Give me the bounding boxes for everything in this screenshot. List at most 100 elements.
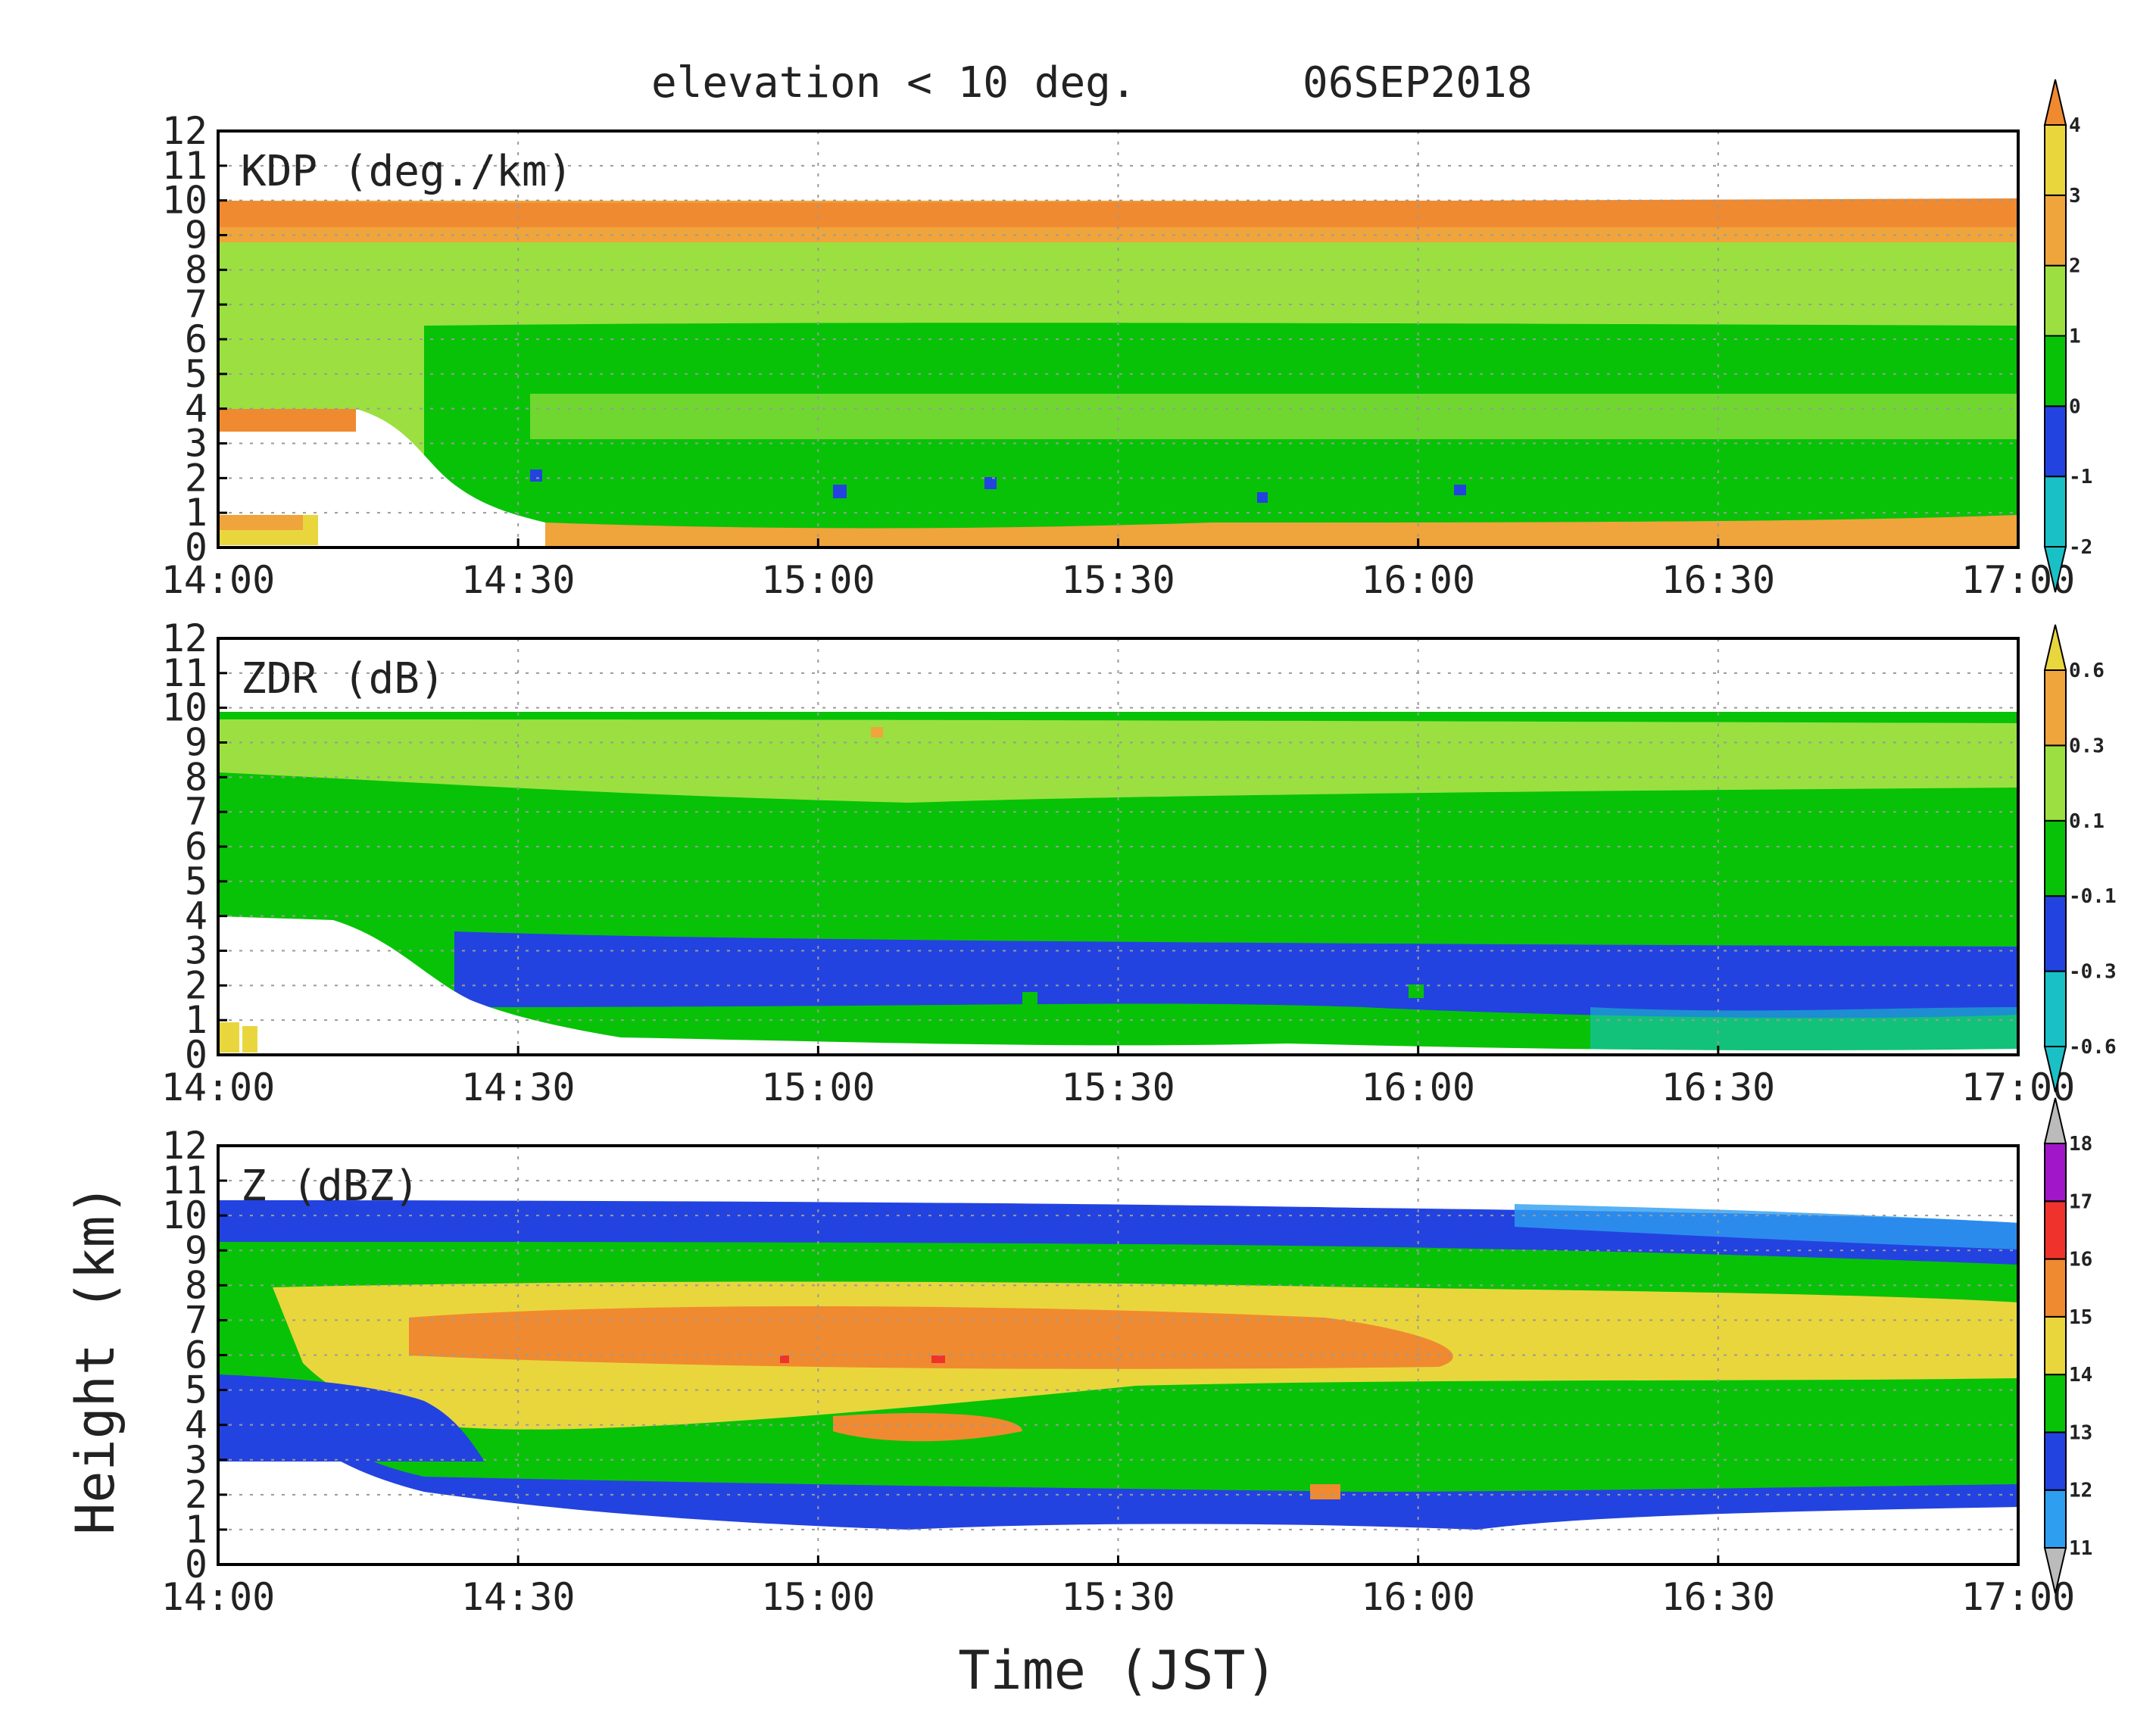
panel-kdp: 14:00 14:30 15:00 15:30 16:00 16:30 17:0001234…: [161, 79, 2092, 602]
y-tick-label: 1: [185, 491, 207, 535]
colorbar-tick-label: -0.3: [2069, 961, 2117, 984]
colorbar-segment: [2044, 1431, 2067, 1491]
y-tick-label: 3: [185, 1438, 207, 1482]
kdp-colorbar: -2 -1 0 1 2 3 4: [2043, 79, 2092, 593]
colorbar-tick-label: -0.1: [2069, 885, 2117, 908]
y-tick-label: 1: [185, 998, 207, 1042]
x-tick-label: 15:30: [1061, 1065, 1175, 1109]
y-tick-label: 8: [185, 1263, 207, 1307]
y-tick-label: 7: [185, 282, 207, 326]
y-tick-label: 6: [185, 1334, 207, 1377]
y-tick-label: 0: [185, 526, 207, 569]
colorbar-tick-label: -1: [2069, 466, 2092, 488]
x-tick-label: 16:30: [1661, 558, 1776, 602]
colorbar-tick-label: 12: [2069, 1480, 2092, 1502]
y-tick-label: 10: [162, 1193, 207, 1237]
colorbar-segment: [2044, 194, 2067, 267]
colorbar-tick-label: 15: [2069, 1306, 2092, 1329]
y-tick-label: 4: [185, 387, 207, 431]
x-axis-label: Time (JST): [958, 1639, 1277, 1702]
y-tick-label: 10: [162, 686, 207, 730]
y-tick-label: 2: [185, 456, 207, 500]
y-tick-label: 12: [162, 109, 207, 153]
x-tick-label: 14:00: [161, 1065, 276, 1109]
x-tick-label: 15:00: [761, 1065, 875, 1109]
x-tick-label: 15:00: [761, 558, 875, 602]
y-tick-label: 0: [185, 1033, 207, 1077]
colorbar-segment: [2044, 1374, 2067, 1433]
y-tick-label: 6: [185, 825, 207, 869]
panel-z: 14:00 14:30 15:00 15:30 16:00 16:30 17:0001234…: [161, 1097, 2092, 1619]
z-heatmap: [218, 1146, 2018, 1564]
colorbar-segment: [2044, 264, 2067, 337]
colorbar-segment: [2044, 476, 2067, 548]
x-tick-label: 15:30: [1061, 558, 1175, 602]
zdr-title: ZDR (dB): [241, 654, 445, 703]
colorbar-segment: [2044, 335, 2067, 407]
colorbar-tick-label: -2: [2069, 536, 2092, 559]
x-tick-label: 16:00: [1361, 1575, 1475, 1619]
colorbar-tick-label: -0.6: [2069, 1036, 2117, 1059]
colorbar-tick-label: 2: [2069, 255, 2081, 278]
y-tick-label: 11: [162, 1159, 207, 1203]
y-tick-label: 7: [185, 790, 207, 834]
y-tick-label: 5: [185, 1368, 207, 1412]
colorbar-segment: [2044, 1200, 2067, 1260]
y-tick-label: 3: [185, 929, 207, 973]
x-tick-label: 15:30: [1061, 1575, 1175, 1619]
colorbar-tick-label: 0.3: [2069, 735, 2105, 757]
figure-title-right: 06SEP2018: [1303, 58, 1532, 108]
colorbar-tick-label: 1: [2069, 326, 2081, 348]
colorbar-segment: [2044, 1143, 2067, 1203]
x-tick-label: 16:30: [1661, 1065, 1776, 1109]
colorbar-segment: [2044, 1258, 2067, 1318]
colorbar-tick-label: 0: [2069, 395, 2081, 418]
y-tick-label: 12: [162, 1124, 207, 1168]
y-tick-label: 5: [185, 352, 207, 396]
y-tick-label: 10: [162, 179, 207, 223]
zdr-colorbar: -0.6 -0.3 -0.1 0.1 0.3 0.6: [2043, 624, 2117, 1093]
colorbar-tick-label: 0.1: [2069, 810, 2105, 833]
colorbar-segment: [2044, 669, 2067, 747]
y-tick-label: 2: [185, 963, 207, 1007]
y-tick-label: 0: [185, 1543, 207, 1586]
x-tick-label: 16:00: [1361, 558, 1475, 602]
y-tick-label: 12: [162, 616, 207, 660]
colorbar-tick-label: 16: [2069, 1249, 2092, 1271]
y-tick-label: 4: [185, 894, 207, 938]
colorbar-segment: [2044, 744, 2067, 822]
x-tick-label: 14:30: [461, 558, 576, 602]
y-tick-label: 4: [185, 1403, 207, 1447]
z-colorbar: 11 12 13 14 15 16 17 18: [2043, 1097, 2092, 1594]
colorbar-segment: [2044, 1489, 2067, 1549]
panel-zdr: 14:00 14:30 15:00 15:30 16:00 16:30 17:0001234…: [161, 616, 2117, 1109]
y-tick-label: 9: [185, 721, 207, 765]
y-tick-label: 2: [185, 1473, 207, 1517]
colorbar-segment: [2044, 819, 2067, 897]
y-tick-label: 11: [162, 651, 207, 695]
figure-title-left: elevation < 10 deg.: [651, 58, 1137, 108]
x-tick-label: 16:00: [1361, 1065, 1475, 1109]
colorbar-segment: [2044, 895, 2067, 972]
colorbar-segment: [2044, 405, 2067, 478]
colorbar-segment: [2044, 970, 2067, 1047]
colorbar-over-arrow: [2043, 624, 2067, 671]
y-tick-label: 8: [185, 755, 207, 799]
x-tick-label: 14:30: [461, 1065, 576, 1109]
colorbar-tick-label: 18: [2069, 1133, 2092, 1156]
z-axis-ticks: 14:00 14:30 15:00 15:30 16:00 16:30 17:0001234…: [161, 1124, 2076, 1619]
colorbar-over-arrow: [2043, 79, 2067, 126]
colorbar-tick-label: 3: [2069, 185, 2081, 207]
colorbar-tick-label: 14: [2069, 1364, 2092, 1387]
y-tick-label: 3: [185, 422, 207, 466]
colorbar-segment: [2044, 1315, 2067, 1376]
y-tick-label: 11: [162, 144, 207, 188]
colorbar-tick-label: 0.6: [2069, 660, 2105, 682]
x-tick-label: 15:00: [761, 1575, 875, 1619]
colorbar-tick-label: 17: [2069, 1190, 2092, 1213]
y-tick-label: 9: [185, 214, 207, 257]
colorbar-segment: [2044, 124, 2067, 196]
x-tick-label: 14:00: [161, 558, 276, 602]
kdp-axis-ticks: 14:00 14:30 15:00 15:30 16:00 16:30 17:0001234…: [161, 109, 2076, 602]
